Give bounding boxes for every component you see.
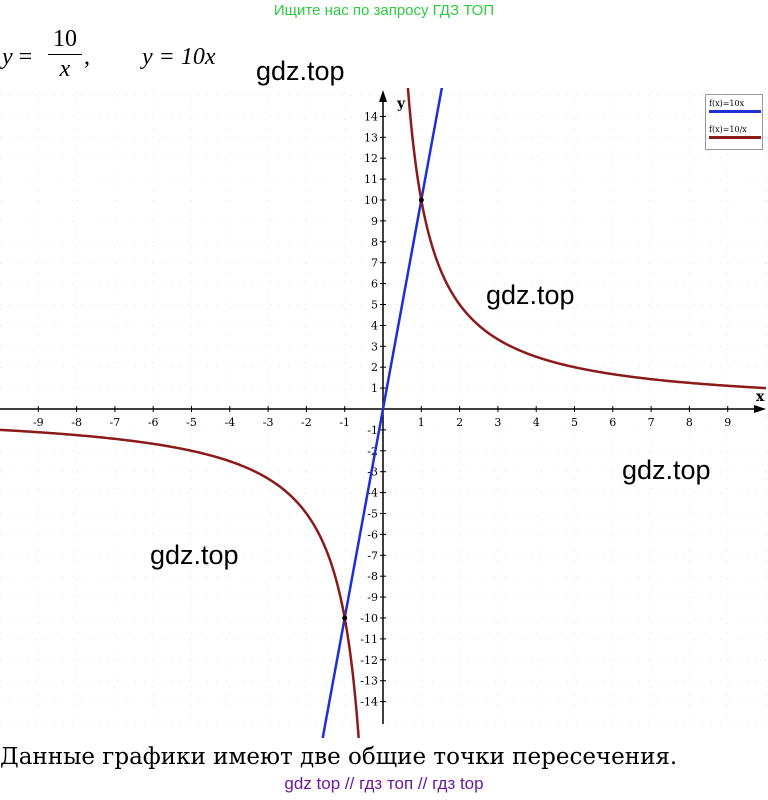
x-tick-label: -6 <box>148 416 159 429</box>
intersection-point <box>418 197 424 203</box>
fraction-numerator: 10 <box>48 24 82 55</box>
footer-links[interactable]: gdz top // гдз топ // гдз top <box>284 774 484 793</box>
fraction-denominator: x <box>59 56 71 82</box>
y-tick-label: -14 <box>360 696 378 709</box>
watermark: gdz.top <box>150 540 239 570</box>
x-axis-label: x <box>756 389 765 405</box>
x-tick-label: 8 <box>686 416 693 429</box>
x-tick-label: -2 <box>301 416 312 429</box>
x-tick-label: 6 <box>609 416 616 429</box>
y-tick-label: 9 <box>371 215 378 228</box>
legend-swatch <box>709 110 761 113</box>
x-axis-arrow <box>754 405 766 413</box>
x-tick-label: -1 <box>339 416 350 429</box>
legend: f(x)=10x f(x)=10/x <box>705 94 763 150</box>
legend-label: f(x)=10x <box>709 99 745 108</box>
y-tick-label: -4 <box>367 487 378 500</box>
x-tick-label: -9 <box>33 416 44 429</box>
y-tick-label: 2 <box>371 361 378 374</box>
y-tick-label: 14 <box>364 110 378 123</box>
y-tick-label: 13 <box>364 131 378 144</box>
x-tick-label: 9 <box>724 416 731 429</box>
y-tick-label: -2 <box>367 445 378 458</box>
x-tick-label: 3 <box>494 416 501 429</box>
watermark: gdz.top <box>256 56 345 86</box>
equation-lhs: y = <box>2 44 33 70</box>
y-tick-label: -12 <box>360 654 378 667</box>
y-tick-label: 3 <box>371 340 378 353</box>
y-tick-label: 4 <box>371 319 378 332</box>
equation-comma: , <box>84 44 90 70</box>
legend-label: f(x)=10/x <box>709 125 747 134</box>
x-tick-label: -8 <box>71 416 82 429</box>
x-tick-label: -3 <box>263 416 274 429</box>
y-axis-arrow <box>379 90 387 102</box>
legend-swatch <box>709 136 761 139</box>
fraction: 10 x <box>48 24 82 83</box>
y-tick-label: -5 <box>367 508 378 521</box>
tick-labels: -9 -8 -7 -6 -5 -4 -3 -2 -1 1 2 3 4 5 6 7 8 9-14-13-12-11-… <box>33 110 731 708</box>
x-tick-label: 5 <box>571 416 578 429</box>
y-tick-label: 8 <box>371 236 378 249</box>
y-tick-label: -7 <box>367 549 378 562</box>
y-tick-label: -10 <box>360 612 378 625</box>
equation-linear: y = 10x <box>142 44 216 70</box>
y-tick-label: -6 <box>367 528 378 541</box>
watermark: gdz.top <box>486 280 575 310</box>
y-tick-label: -11 <box>360 633 378 646</box>
y-tick-label: 1 <box>371 382 378 395</box>
y-tick-label: 5 <box>371 299 378 312</box>
series-hyperbola-positive-branch <box>406 88 767 390</box>
y-tick-label: 12 <box>364 152 378 165</box>
x-tick-label: 1 <box>418 416 425 429</box>
series-line-10x <box>321 88 444 738</box>
y-tick-label: -1 <box>367 424 378 437</box>
legend-item-hyperbola: f(x)=10/x <box>709 125 761 139</box>
y-tick-label: 11 <box>364 173 378 186</box>
y-axis-label: y <box>396 96 406 112</box>
x-tick-label: 4 <box>533 416 540 429</box>
x-tick-label: 2 <box>456 416 463 429</box>
y-tick-label: -9 <box>367 591 378 604</box>
y-tick-label: 6 <box>371 278 378 291</box>
curves <box>0 88 767 738</box>
x-tick-label: -7 <box>110 416 121 429</box>
legend-item-linear: f(x)=10x <box>709 99 761 113</box>
x-tick-label: -4 <box>224 416 235 429</box>
function-graph: xy -9 -8 -7 -6 -5 -4 -3 -2 -1 1 2 3 4 5 6 7 8 9-14-13-12-… <box>0 88 768 738</box>
top-banner[interactable]: Ищите нас по запросу ГДЗ ТОП <box>273 2 495 19</box>
y-tick-label: -8 <box>367 570 378 583</box>
series-hyperbola-negative-branch <box>0 428 360 738</box>
intersection-point <box>342 615 348 621</box>
y-tick-label: -13 <box>360 675 378 688</box>
x-tick-label: -5 <box>186 416 197 429</box>
caption: Данные графики имеют две общие точки пер… <box>0 744 678 770</box>
x-tick-label: 7 <box>648 416 655 429</box>
y-tick-label: 7 <box>371 257 378 270</box>
y-tick-label: 10 <box>364 194 378 207</box>
watermark: gdz.top <box>622 455 711 485</box>
